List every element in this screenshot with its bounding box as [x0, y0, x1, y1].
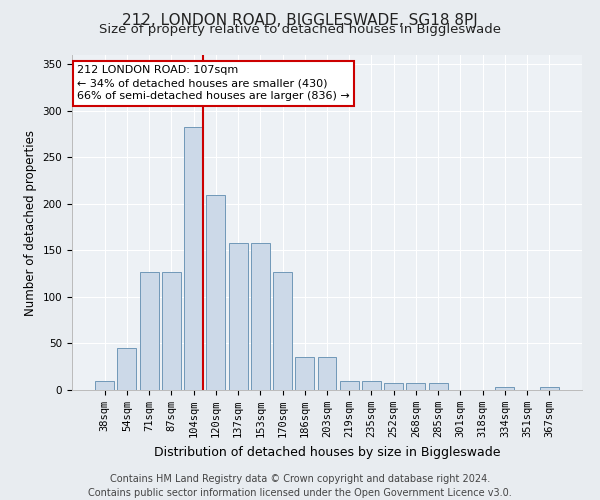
Text: 212, LONDON ROAD, BIGGLESWADE, SG18 8PJ: 212, LONDON ROAD, BIGGLESWADE, SG18 8PJ	[122, 12, 478, 28]
Bar	[540, 387, 559, 390]
Bar	[206, 194, 225, 390]
Text: Contains HM Land Registry data © Crown copyright and database right 2024.
Contai: Contains HM Land Registry data © Crown c…	[88, 474, 512, 498]
Bar	[384, 382, 403, 390]
Bar	[496, 387, 514, 390]
Y-axis label: Number of detached properties: Number of detached properties	[24, 130, 37, 316]
Bar	[251, 243, 270, 390]
Bar	[406, 382, 425, 390]
Bar	[95, 380, 114, 390]
Bar	[362, 380, 381, 390]
Bar	[273, 272, 292, 390]
Bar	[317, 358, 337, 390]
Text: 212 LONDON ROAD: 107sqm
← 34% of detached houses are smaller (430)
66% of semi-d: 212 LONDON ROAD: 107sqm ← 34% of detache…	[77, 65, 350, 102]
Bar	[162, 272, 181, 390]
Bar	[229, 243, 248, 390]
Bar	[295, 358, 314, 390]
Text: Size of property relative to detached houses in Biggleswade: Size of property relative to detached ho…	[99, 22, 501, 36]
X-axis label: Distribution of detached houses by size in Biggleswade: Distribution of detached houses by size …	[154, 446, 500, 458]
Bar	[184, 126, 203, 390]
Bar	[340, 380, 359, 390]
Bar	[118, 348, 136, 390]
Bar	[140, 272, 158, 390]
Bar	[429, 382, 448, 390]
